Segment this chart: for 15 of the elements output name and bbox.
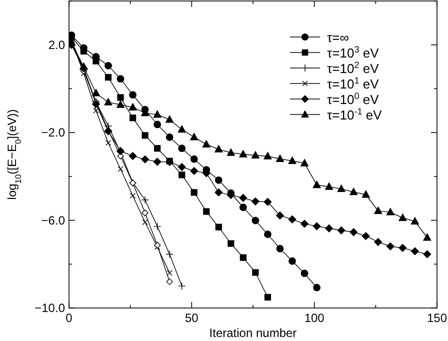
x-tick-label: 150 [426, 311, 448, 325]
x-axis-title: Iteration number [209, 326, 297, 340]
y-tick-label: −2.0 [41, 126, 66, 140]
x-tick-label: 100 [304, 311, 325, 325]
y-tick-label: −10.0 [34, 301, 66, 315]
legend-label: τ=10$^{2}$ eV [327, 60, 380, 76]
legend-label: τ=∞ [327, 30, 349, 45]
x-tick-label: 0 [66, 311, 73, 325]
legend-label: τ=10$^{1}$ eV [327, 76, 380, 92]
legend-label: τ=10$^{0}$ eV [327, 91, 380, 107]
legend-label: τ=10$^{3}$ eV [327, 44, 380, 60]
y-tick-label: −6.0 [41, 213, 66, 228]
y-tick-label: 2.0 [48, 38, 66, 52]
legend-label: τ=10$^{-1}$ eV [327, 106, 382, 122]
x-tick-label: 50 [184, 311, 199, 325]
